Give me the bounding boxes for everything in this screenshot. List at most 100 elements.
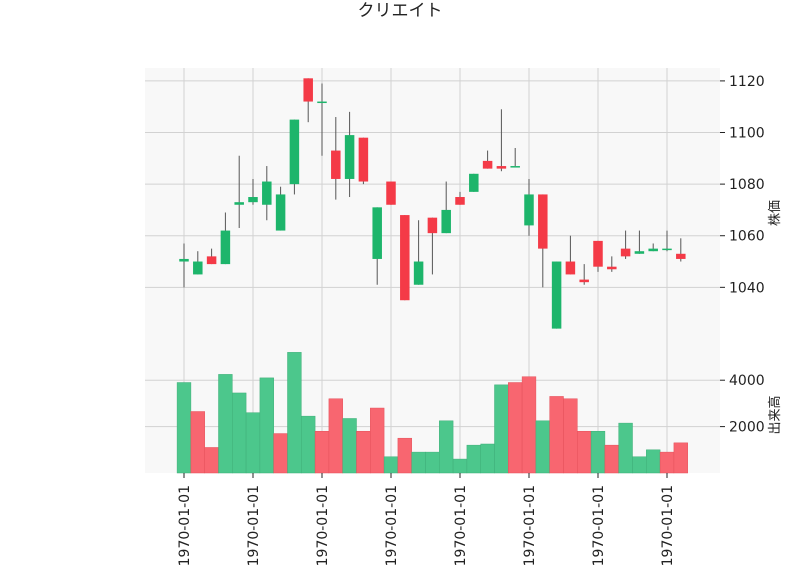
candle-body — [275, 194, 286, 231]
volume-bar — [452, 458, 468, 474]
volume-bar — [604, 444, 619, 474]
candle-body — [593, 240, 603, 267]
candle-body — [524, 194, 534, 226]
volume-tick-label: 2000 — [729, 420, 765, 436]
volume-bar — [466, 444, 481, 474]
volume-bar — [411, 451, 426, 474]
volume-bar — [218, 374, 233, 474]
volume-tick-label: 4000 — [729, 373, 765, 389]
chart-title: クリエイト — [358, 1, 443, 21]
candle-body — [386, 181, 396, 205]
candle-body — [400, 215, 410, 301]
volume-bar — [535, 420, 550, 474]
candle-body — [248, 197, 258, 203]
candle-body — [289, 119, 300, 185]
price-panel-bg — [145, 68, 720, 357]
candle-body — [427, 217, 438, 234]
volume-bar — [314, 430, 330, 474]
candle-body — [358, 137, 369, 182]
candle-body — [234, 202, 244, 205]
volume-bar — [342, 418, 357, 474]
candle-body — [179, 258, 189, 262]
volume-bar — [259, 377, 274, 474]
x-tick-label: 1970-01-01 — [246, 485, 262, 566]
volume-bar — [632, 456, 647, 474]
x-tick-label: 1970-01-01 — [384, 485, 400, 566]
volume-bar — [659, 451, 675, 474]
candle-body — [220, 230, 231, 265]
candle-body — [482, 160, 493, 169]
candle-body — [441, 209, 451, 234]
volume-bar — [590, 430, 606, 474]
volume-bar — [370, 407, 385, 474]
candle-body — [648, 248, 658, 252]
volume-bar — [204, 447, 219, 474]
volume-axis-ticks: 2000 4000 — [720, 373, 765, 436]
price-axis-label: 株価 — [768, 200, 783, 226]
x-axis-ticks: 1970-01-01 1970-01-01 1970-01-01 1970-01-01… — [177, 473, 676, 566]
candle-body — [496, 166, 507, 169]
candle-body — [538, 194, 548, 249]
candle-body — [455, 197, 465, 205]
candle-body — [372, 207, 382, 259]
candle-body — [303, 78, 313, 102]
volume-bar — [425, 451, 440, 474]
candle-body — [676, 253, 686, 259]
volume-bar — [673, 442, 688, 474]
candle-body — [510, 166, 520, 168]
candle-body — [317, 101, 327, 104]
candle-body — [662, 248, 672, 251]
x-tick-label: 1970-01-01 — [453, 485, 469, 566]
volume-bar — [439, 420, 454, 474]
volume-bar — [563, 398, 578, 474]
candle-body — [193, 261, 203, 275]
x-tick-label: 1970-01-01 — [315, 485, 331, 566]
volume-bar — [273, 433, 288, 474]
volume-bar — [646, 449, 661, 474]
volume-bar — [494, 384, 509, 474]
price-tick-label: 1100 — [729, 126, 765, 142]
volume-bar — [521, 376, 537, 474]
volume-bar — [245, 412, 261, 474]
volume-bar — [549, 396, 564, 474]
price-tick-label: 1060 — [729, 229, 765, 245]
volume-bar — [232, 392, 247, 474]
volume-bar — [190, 411, 205, 474]
volume-bar — [508, 382, 523, 474]
volume-bar — [383, 456, 399, 474]
candle-body — [620, 248, 631, 257]
volume-bar — [328, 398, 343, 474]
volume-bars — [176, 352, 688, 474]
volume-bar — [480, 443, 495, 474]
candle-body — [331, 150, 341, 179]
volume-bar — [397, 437, 412, 474]
candle-body — [344, 135, 355, 179]
candle-body — [607, 266, 617, 270]
candle-body — [579, 279, 589, 283]
candle-body — [206, 256, 217, 265]
price-tick-label: 1040 — [729, 280, 765, 296]
candle-body — [565, 261, 576, 275]
volume-bar — [301, 415, 316, 474]
price-tick-label: 1080 — [729, 177, 765, 193]
candle-body — [469, 173, 479, 192]
candles — [179, 78, 686, 329]
candle-body — [551, 261, 562, 329]
volume-bar — [287, 352, 302, 474]
volume-bar — [176, 382, 192, 474]
volume-axis-label: 出来高 — [767, 395, 783, 434]
x-tick-label: 1970-01-01 — [591, 485, 607, 566]
x-tick-label: 1970-01-01 — [522, 485, 538, 566]
price-tick-label: 1120 — [729, 74, 765, 90]
candle-body — [634, 251, 645, 254]
candle-body — [262, 181, 272, 205]
price-axis-ticks: 1040 1060 1080 1100 1120 — [720, 74, 765, 296]
volume-bar — [577, 430, 592, 474]
x-tick-label: 1970-01-01 — [177, 485, 193, 566]
volume-bar — [618, 422, 633, 474]
candle-body — [413, 261, 424, 285]
x-tick-label: 1970-01-01 — [660, 485, 676, 566]
volume-bar — [356, 430, 371, 474]
